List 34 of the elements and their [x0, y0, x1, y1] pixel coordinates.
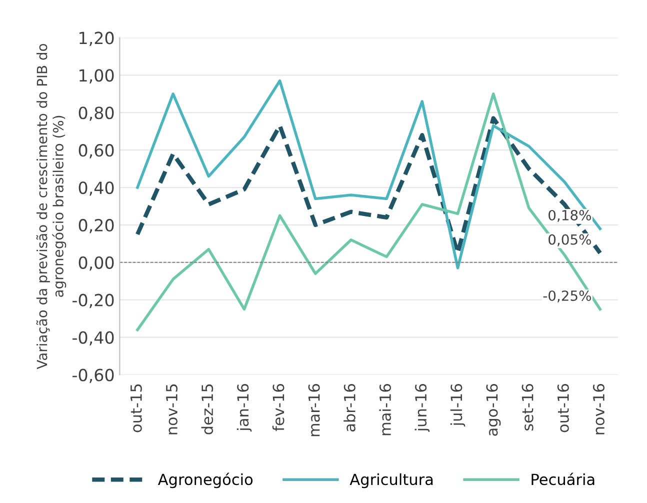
x-tick-label: jun-16	[414, 384, 430, 432]
y-tick-label: -0,60	[72, 368, 114, 384]
x-tick-label: nov-16	[592, 384, 605, 434]
x-tick-label: out-15	[130, 384, 142, 432]
line-series	[136, 79, 602, 270]
y-tick-label: -0,20	[72, 294, 114, 308]
y-tick-label: -0,40	[72, 331, 114, 346]
y-tick-label: 0,40	[78, 181, 114, 196]
x-tick-label: jan-16	[236, 384, 252, 432]
y-tick-label: 1,00	[80, 69, 114, 84]
y-axis-title: Variação da previsão de crescimento do PIB do agronegócio brasileiro (%)	[36, 44, 66, 370]
line-series	[136, 92, 602, 332]
annotation: 0,18%	[548, 210, 591, 222]
legend-label: Agronegócio	[158, 472, 253, 488]
x-tick-label: mar-16	[308, 384, 320, 436]
x-tick-label: ago-16	[486, 384, 501, 436]
y-tick-label: 1,20	[80, 32, 114, 46]
x-tick-label: mai-16	[379, 384, 392, 436]
x-tick-label: nov-15	[166, 384, 178, 434]
x-tick-label: out-16	[557, 384, 569, 432]
x-tick-label: fev-16	[272, 384, 284, 432]
x-tick-label: set-16	[522, 384, 534, 431]
x-tick-label: abr-16	[344, 384, 356, 432]
x-tick-label: jul-16	[450, 384, 466, 426]
annotation: 0,05%	[548, 234, 591, 246]
y-tick-label: 0,80	[78, 106, 114, 121]
line-series	[135, 116, 602, 256]
legend-label: Pecuária	[532, 472, 594, 486]
annotation: -0,25%	[543, 290, 591, 302]
legend-label: Agricultura	[350, 473, 433, 488]
y-tick-label: 0,60	[78, 144, 114, 158]
y-tick-label: 0,00	[78, 256, 114, 271]
x-tick-label: dez-15	[201, 384, 214, 434]
y-tick-label: 0,20	[78, 218, 114, 234]
